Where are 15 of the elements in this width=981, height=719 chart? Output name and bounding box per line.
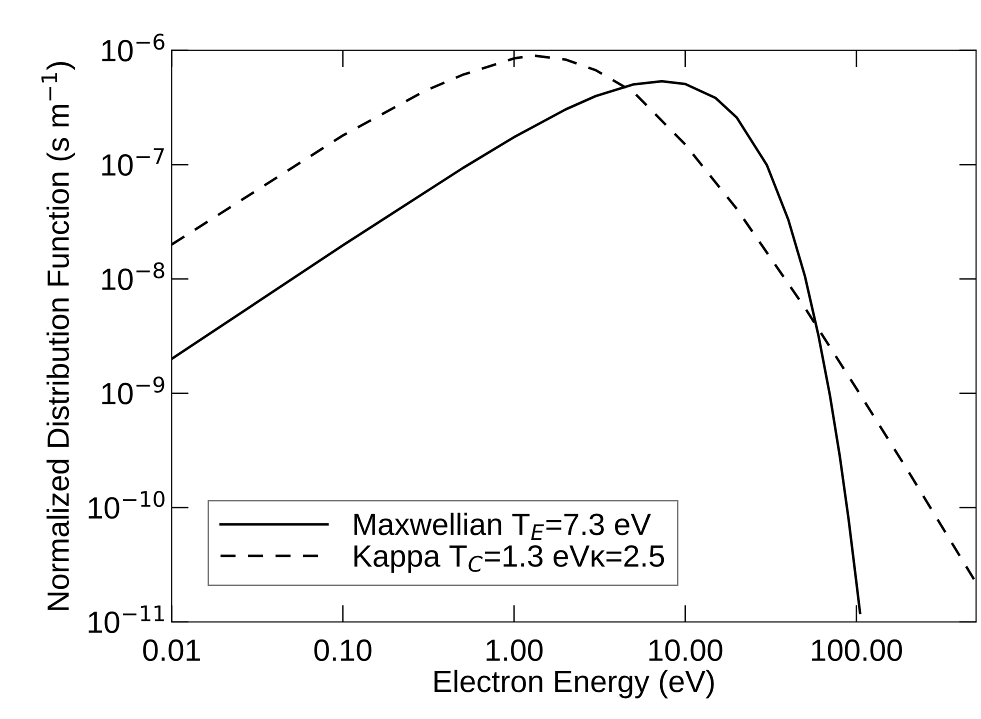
y-tick-label: 10$^{−9}$ (102, 376, 164, 404)
x-tick-label: 1.00 (486, 639, 543, 662)
x-tick-label: 0.01 (143, 639, 200, 662)
x-axis-title: Electron Energy (eV) (434, 670, 714, 698)
legend-label: Kappa T$_{C}$=1.3 eVκ=2.5 (354, 545, 664, 573)
y-tick-label: 10$^{−8}$ (102, 262, 164, 290)
x-tick-label: 100.00 (812, 639, 902, 662)
y-tick-label: 10$^{−10}$ (88, 490, 164, 519)
x-tick-label: 0.10 (314, 639, 372, 662)
y-tick-label: 10$^{−7}$ (102, 148, 164, 176)
y-tick-label: 10$^{−11}$ (88, 606, 164, 634)
y-axis-title: Normalized Distribution Function (s m$^{−1}$) (41, 62, 76, 610)
x-tick-label: 10.00 (649, 639, 722, 662)
y-tick-label: 10$^{−6}$ (102, 34, 164, 62)
legend-label: Maxwellian T$_{E}$=7.3 eV (354, 512, 651, 540)
